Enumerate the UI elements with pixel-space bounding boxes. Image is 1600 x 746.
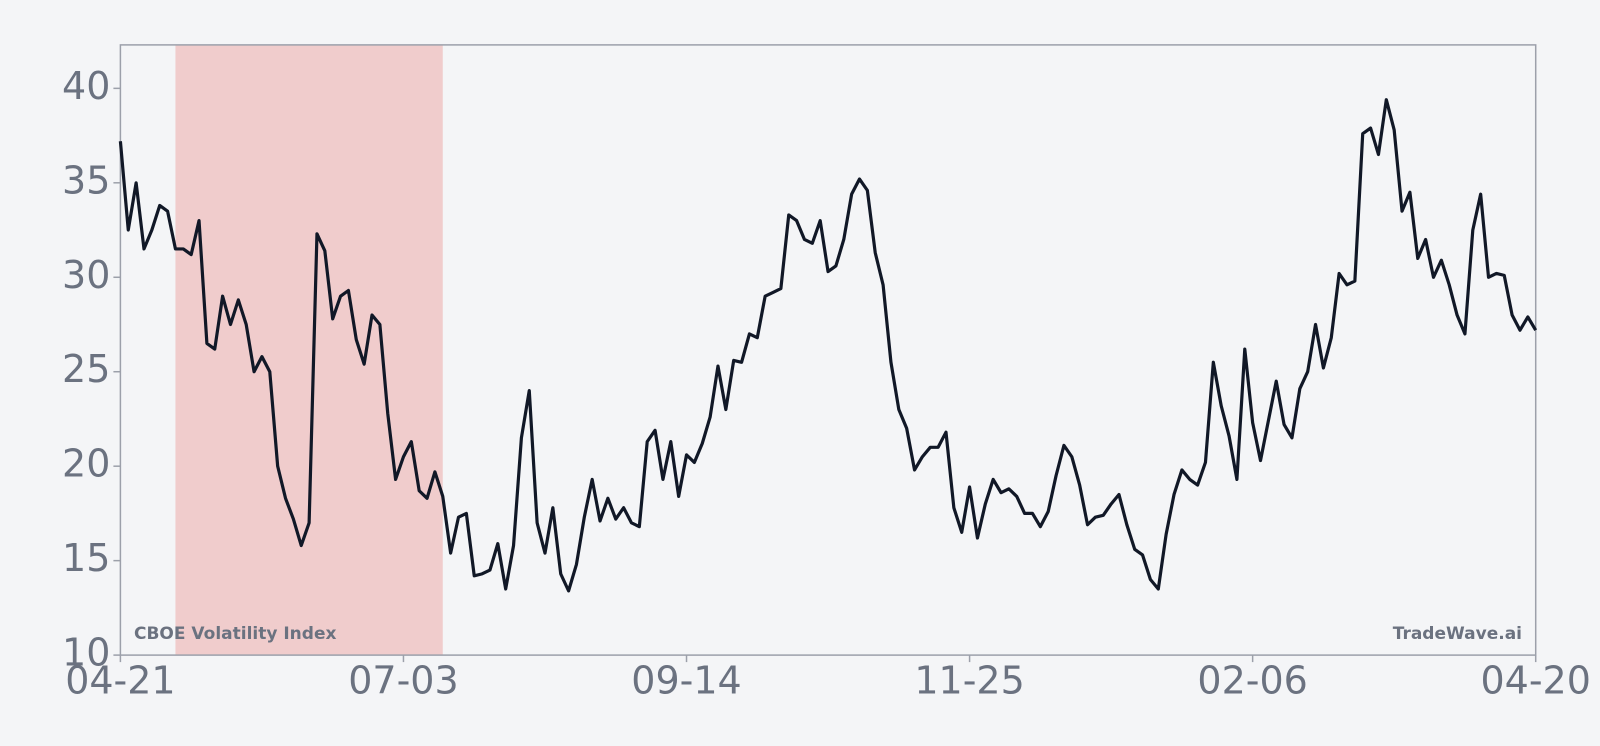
y-tick-label: 20: [62, 442, 110, 486]
y-tick-label: 35: [62, 158, 110, 202]
x-tick-label: 11-25: [914, 659, 1024, 703]
annotation: TradeWave.ai: [1393, 624, 1522, 644]
x-tick-label: 04-21: [65, 659, 175, 703]
x-tick-label: 02-06: [1197, 659, 1307, 703]
y-tick-label: 15: [62, 536, 110, 580]
x-tick-label: 09-14: [631, 659, 741, 703]
x-tick-label: 04-20: [1480, 659, 1590, 703]
y-tick-label: 40: [62, 64, 110, 108]
line: [118, 98, 1538, 593]
y-tick-label: 30: [62, 253, 110, 297]
annotation: CBOE Volatility Index: [134, 624, 336, 644]
y-tick-label: 25: [62, 347, 110, 391]
highlight-region: [175, 44, 443, 656]
x-tick-label: 07-03: [348, 659, 458, 703]
plot-frame: [119, 44, 1537, 656]
y-tick-label: 10: [62, 631, 110, 675]
